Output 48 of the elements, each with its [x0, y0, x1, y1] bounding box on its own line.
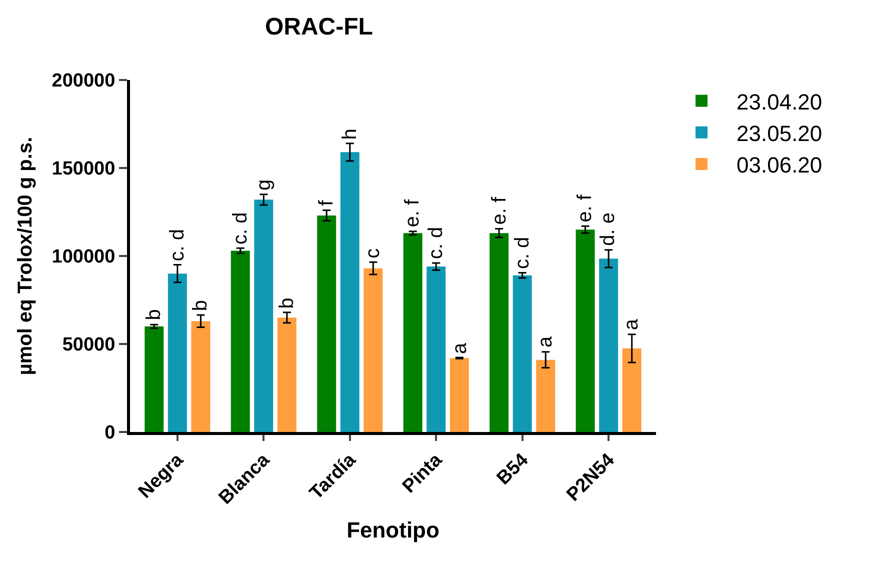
bar [576, 230, 595, 432]
bar [254, 200, 274, 432]
data-label: e. f [401, 198, 424, 228]
bar [622, 348, 642, 432]
bar [277, 318, 296, 432]
bar [191, 321, 210, 432]
data-label: a [534, 336, 557, 348]
legend-label: 23.04.20 [736, 89, 822, 114]
y-tick-label: 50000 [62, 334, 116, 356]
bar [599, 258, 618, 432]
bar [144, 326, 164, 432]
bar [230, 250, 250, 432]
x-tick-label: B54 [493, 449, 533, 490]
data-label: a [448, 342, 471, 354]
bar [426, 266, 446, 432]
data-label: e. f [574, 194, 596, 222]
bar [450, 358, 469, 432]
data-label: b [143, 309, 165, 320]
data-label: b [276, 298, 298, 309]
data-label: e. f [488, 196, 510, 225]
bar [317, 216, 336, 432]
data-label: c [362, 248, 384, 258]
data-label: h [339, 128, 362, 140]
bar [490, 233, 509, 432]
data-label: c. d [166, 228, 189, 262]
data-label: d. e [597, 212, 620, 246]
data-label: c. d [512, 236, 534, 270]
x-axis-title: Fenotipo [346, 518, 440, 543]
data-label: c. d [229, 212, 252, 244]
bar [364, 268, 383, 432]
y-tick-label: 200000 [52, 70, 116, 92]
bar [512, 275, 532, 432]
data-label: g [252, 179, 275, 191]
chart-title: ORAC-FL [264, 13, 373, 40]
bar [536, 360, 556, 432]
legend-label: 23.05.20 [736, 120, 822, 146]
bar [168, 274, 187, 432]
data-label: b [189, 300, 212, 312]
data-label: c. d [425, 226, 448, 260]
bar [403, 233, 422, 432]
data-label: a [620, 318, 643, 330]
legend-label: 03.06.20 [736, 152, 822, 178]
y-axis-title: µmol eq Trolox/100 g p.s. [14, 136, 36, 376]
y-tick-label: 0 [104, 422, 116, 444]
y-tick-label: 150000 [52, 158, 116, 180]
y-tick-label: 100000 [52, 246, 116, 268]
data-label: f [315, 200, 338, 206]
bar [340, 152, 360, 432]
